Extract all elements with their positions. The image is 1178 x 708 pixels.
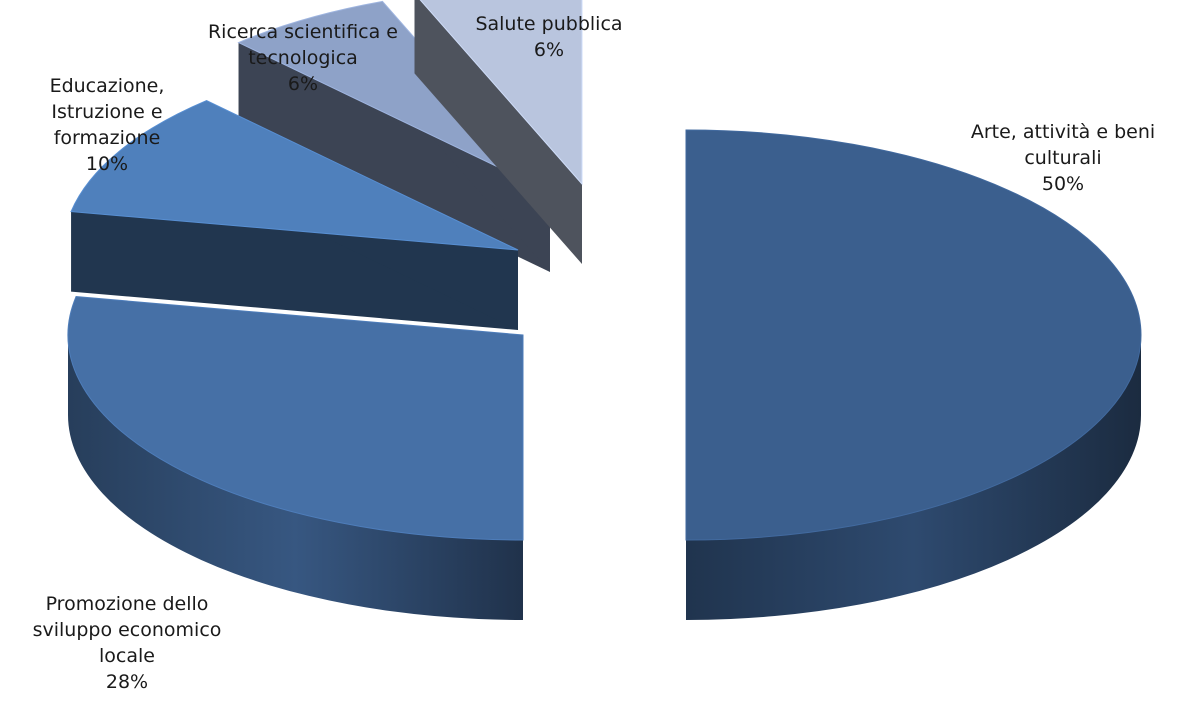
slice-category-label: Arte, attività e beni	[971, 121, 1155, 143]
slice-category-label: locale	[99, 645, 155, 667]
pie-slice	[70, 100, 519, 330]
slice-category-label: culturali	[1024, 147, 1101, 169]
pie-slice-top	[685, 129, 1142, 541]
pie-slice-top	[70, 100, 519, 251]
slice-value-label: 28%	[106, 671, 148, 693]
slice-value-label: 6%	[534, 39, 564, 61]
slice-value-label: 50%	[1042, 173, 1084, 195]
slice-value-label: 6%	[288, 73, 318, 95]
pie-slice-rim	[686, 335, 1141, 620]
pie-slice-top	[67, 296, 524, 541]
slice-label: Salute pubblica 6%	[475, 13, 622, 61]
slice-category-label: Salute pubblica	[475, 13, 622, 35]
slice-category-label: Promozione dello	[46, 593, 209, 615]
slice-label: Arte, attività e beni culturali 50%	[971, 121, 1155, 195]
pie-slice-wall	[238, 42, 550, 272]
pie-slice	[414, 0, 583, 264]
pie-slices	[67, 0, 1142, 620]
pie-slice	[67, 296, 524, 620]
pie-slice-rim	[68, 335, 523, 620]
data-labels: Arte, attività e beni culturali 50% Promozi…	[33, 13, 1156, 693]
slice-category-label: Educazione,	[50, 75, 165, 97]
pie-slice-top	[419, 0, 583, 186]
slice-label: Ricerca scientifica e tecnologica 6%	[208, 21, 398, 95]
slice-category-label: tecnologica	[248, 47, 358, 69]
pie-slice	[685, 129, 1142, 620]
slice-category-label: Istruzione e	[51, 101, 162, 123]
slice-label: Promozione dello sviluppo economico locale…	[33, 593, 222, 693]
slice-label: Educazione, Istruzione e formazione 10%	[50, 75, 165, 175]
pie-slice-wall	[414, 0, 582, 264]
slice-category-label: Ricerca scientifica e	[208, 21, 398, 43]
slice-value-label: 10%	[86, 153, 128, 175]
pie-slice-top	[237, 0, 551, 193]
slice-category-label: sviluppo economico	[33, 619, 222, 641]
slice-category-label: formazione	[54, 127, 161, 149]
